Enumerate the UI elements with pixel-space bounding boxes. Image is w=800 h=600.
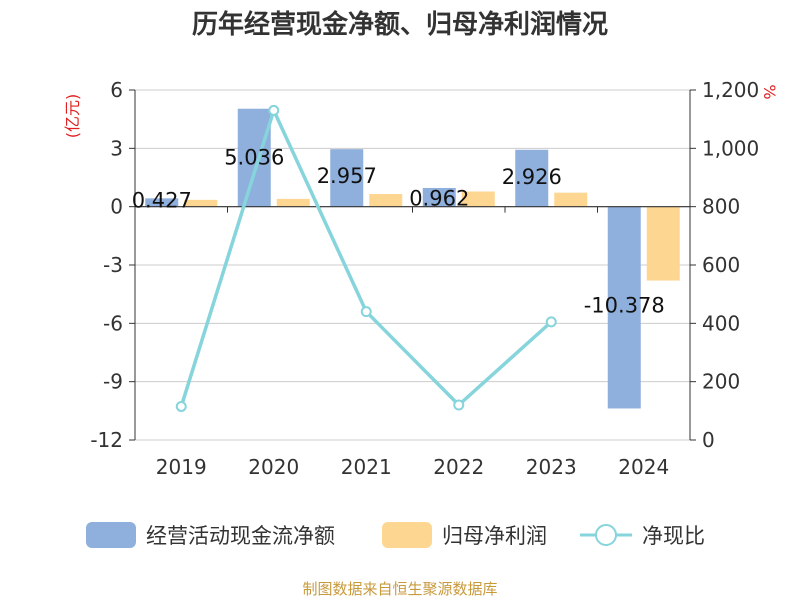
right-axis-unit: %: [760, 84, 779, 99]
legend: 经营活动现金流净额 归母净利润 净现比: [86, 522, 705, 548]
left-tick-label: -6: [103, 311, 123, 335]
x-tick-label: 2024: [618, 455, 669, 479]
data-labels: 0.427 5.036 2.957 0.962 2.926 -10.378: [132, 146, 665, 318]
right-tick-label: 0: [702, 428, 715, 452]
gridlines: [135, 89, 690, 441]
left-tick-label: -9: [103, 370, 123, 394]
ratio-point: [545, 316, 557, 328]
ratio-point: [175, 400, 187, 412]
ratio-point: [360, 306, 372, 318]
bar-net-profit: [646, 206, 680, 281]
x-tick-label: 2022: [433, 455, 484, 479]
right-tick-label: 1,200: [702, 78, 759, 102]
x-tick-label: 2019: [156, 455, 207, 479]
right-tick-label: 400: [702, 311, 740, 335]
legend-label-net-profit: 归母净利润: [442, 524, 547, 548]
bar-value-label: 0.427: [132, 189, 192, 213]
right-tick-label: 600: [702, 253, 740, 277]
bar-net-profit: [276, 198, 310, 207]
left-tick-label: -12: [90, 428, 123, 452]
bar-cash-flow: [330, 149, 364, 207]
x-tick-label: 2023: [526, 455, 577, 479]
legend-label-ratio: 净现比: [642, 524, 705, 548]
source-note: 制图数据来自恒生聚源数据库: [302, 580, 497, 598]
left-tick-label: 3: [110, 136, 123, 160]
bar-value-label: 5.036: [224, 146, 284, 170]
x-tick-label: 2021: [341, 455, 392, 479]
right-tick-label: 200: [702, 370, 740, 394]
legend-marker-ratio: [595, 524, 617, 546]
bar-net-profit: [184, 199, 218, 207]
legend-label-cash-flow: 经营活动现金流净额: [146, 524, 335, 548]
x-tick-label: 2020: [248, 455, 299, 479]
bar-net-profit: [554, 192, 588, 207]
left-axis-unit: (亿元): [63, 94, 82, 139]
bar-net-profit: [369, 194, 403, 207]
bar-cash-flow: [237, 108, 271, 207]
ratio-point: [268, 104, 280, 116]
bar-value-label: 2.926: [502, 165, 562, 189]
bar-value-label: -10.378: [584, 293, 665, 317]
left-tick-label: 0: [110, 195, 123, 219]
bar-cash-flow: [607, 206, 641, 409]
bar-cash-flow: [515, 149, 549, 207]
bar-net-profit: [461, 191, 495, 207]
bar-value-label: 0.962: [409, 187, 469, 211]
bar-value-label: 2.957: [317, 164, 377, 188]
left-tick-label: -3: [103, 253, 123, 277]
ratio-point: [453, 399, 465, 411]
right-tick-label: 1,000: [702, 136, 759, 160]
legend-swatch-cash-flow: [86, 522, 136, 548]
bar-cash-flow: [145, 198, 179, 207]
legend-swatch-net-profit: [382, 522, 432, 548]
net-cash-ratio-line: [175, 104, 557, 412]
bars: [145, 108, 680, 409]
bar-cash-flow: [422, 187, 456, 207]
axes: 6 3 0 -3 -6 -9 -12 1,200 1,000 800 600 400 200 0 2019 2…: [90, 78, 759, 479]
chart-title: 历年经营现金净额、归母净利润情况: [192, 9, 608, 40]
left-tick-label: 6: [110, 78, 123, 102]
right-tick-label: 800: [702, 195, 740, 219]
